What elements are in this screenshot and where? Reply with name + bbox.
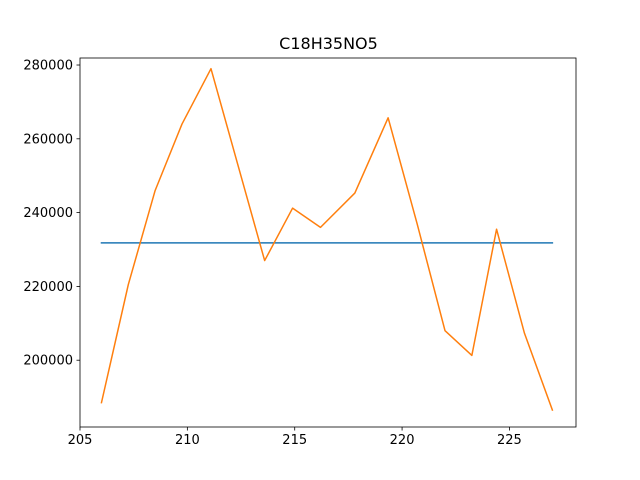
x-tick-label: 215: [282, 433, 307, 448]
chart-title: C18H35NO5: [279, 34, 378, 53]
y-tick-label: 220000: [23, 280, 73, 295]
series-layer: [100, 67, 554, 411]
y-tick-label: 280000: [23, 59, 73, 74]
x-tick-label: 225: [497, 433, 522, 448]
y-tick-label: 260000: [23, 132, 73, 147]
plot-frame: [79, 57, 577, 428]
series-line-2: [100, 67, 554, 411]
y-tick-label: 200000: [23, 354, 73, 369]
x-tick-label: 210: [175, 433, 200, 448]
x-tick-label: 205: [68, 433, 93, 448]
x-tick-label: 220: [390, 433, 415, 448]
axes-layer: 205 210 215 220 225 200000 220000 240000 260000 2…: [23, 57, 577, 448]
y-tick-label: 240000: [23, 206, 73, 221]
